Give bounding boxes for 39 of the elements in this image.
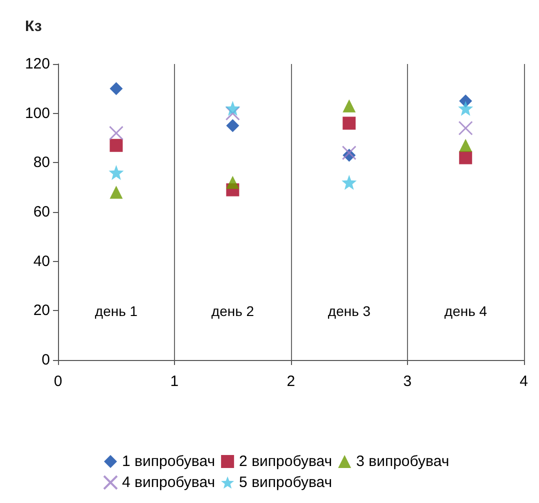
point	[342, 146, 356, 160]
x-tick-label: 3	[403, 373, 412, 390]
x-tick-label: 2	[286, 373, 296, 390]
point	[110, 186, 123, 199]
x-tick-label: 1	[170, 373, 179, 390]
annotation: день 3	[328, 303, 371, 320]
point	[110, 82, 123, 96]
point	[459, 138, 472, 152]
annotation: день 1	[94, 303, 138, 320]
x-tick-label: 4	[520, 373, 528, 390]
y-tick-label: 20	[33, 302, 50, 320]
legend-label: 1 випробувач	[122, 453, 216, 470]
legend-label: 2 випробувач	[239, 453, 332, 470]
point	[459, 151, 472, 164]
y-tick-label: 120	[24, 56, 50, 72]
point	[226, 176, 240, 189]
y-tick-label: 40	[33, 252, 50, 270]
legend-label: 4 випробувач	[122, 474, 216, 491]
point	[110, 138, 123, 152]
point	[225, 106, 240, 121]
annotation: день 2	[211, 303, 254, 320]
point	[458, 100, 474, 116]
point	[108, 165, 124, 180]
point	[225, 100, 240, 116]
y-axis-title: Кз	[25, 18, 42, 35]
x-tick-label: 0	[54, 373, 62, 390]
point	[108, 126, 124, 140]
legend-label: 5 випробувач	[239, 474, 332, 491]
y-tick-label: 100	[24, 104, 50, 122]
point	[342, 174, 357, 190]
y-tick-label: 60	[33, 204, 50, 220]
y-tick-label: 80	[33, 154, 50, 172]
y-tick-label: 0	[42, 352, 50, 368]
point	[458, 120, 473, 136]
point	[342, 99, 356, 112]
annotation: день 4	[444, 303, 488, 320]
legend-label: 3 випробувач	[356, 453, 450, 470]
point	[342, 116, 356, 130]
point	[226, 119, 240, 132]
